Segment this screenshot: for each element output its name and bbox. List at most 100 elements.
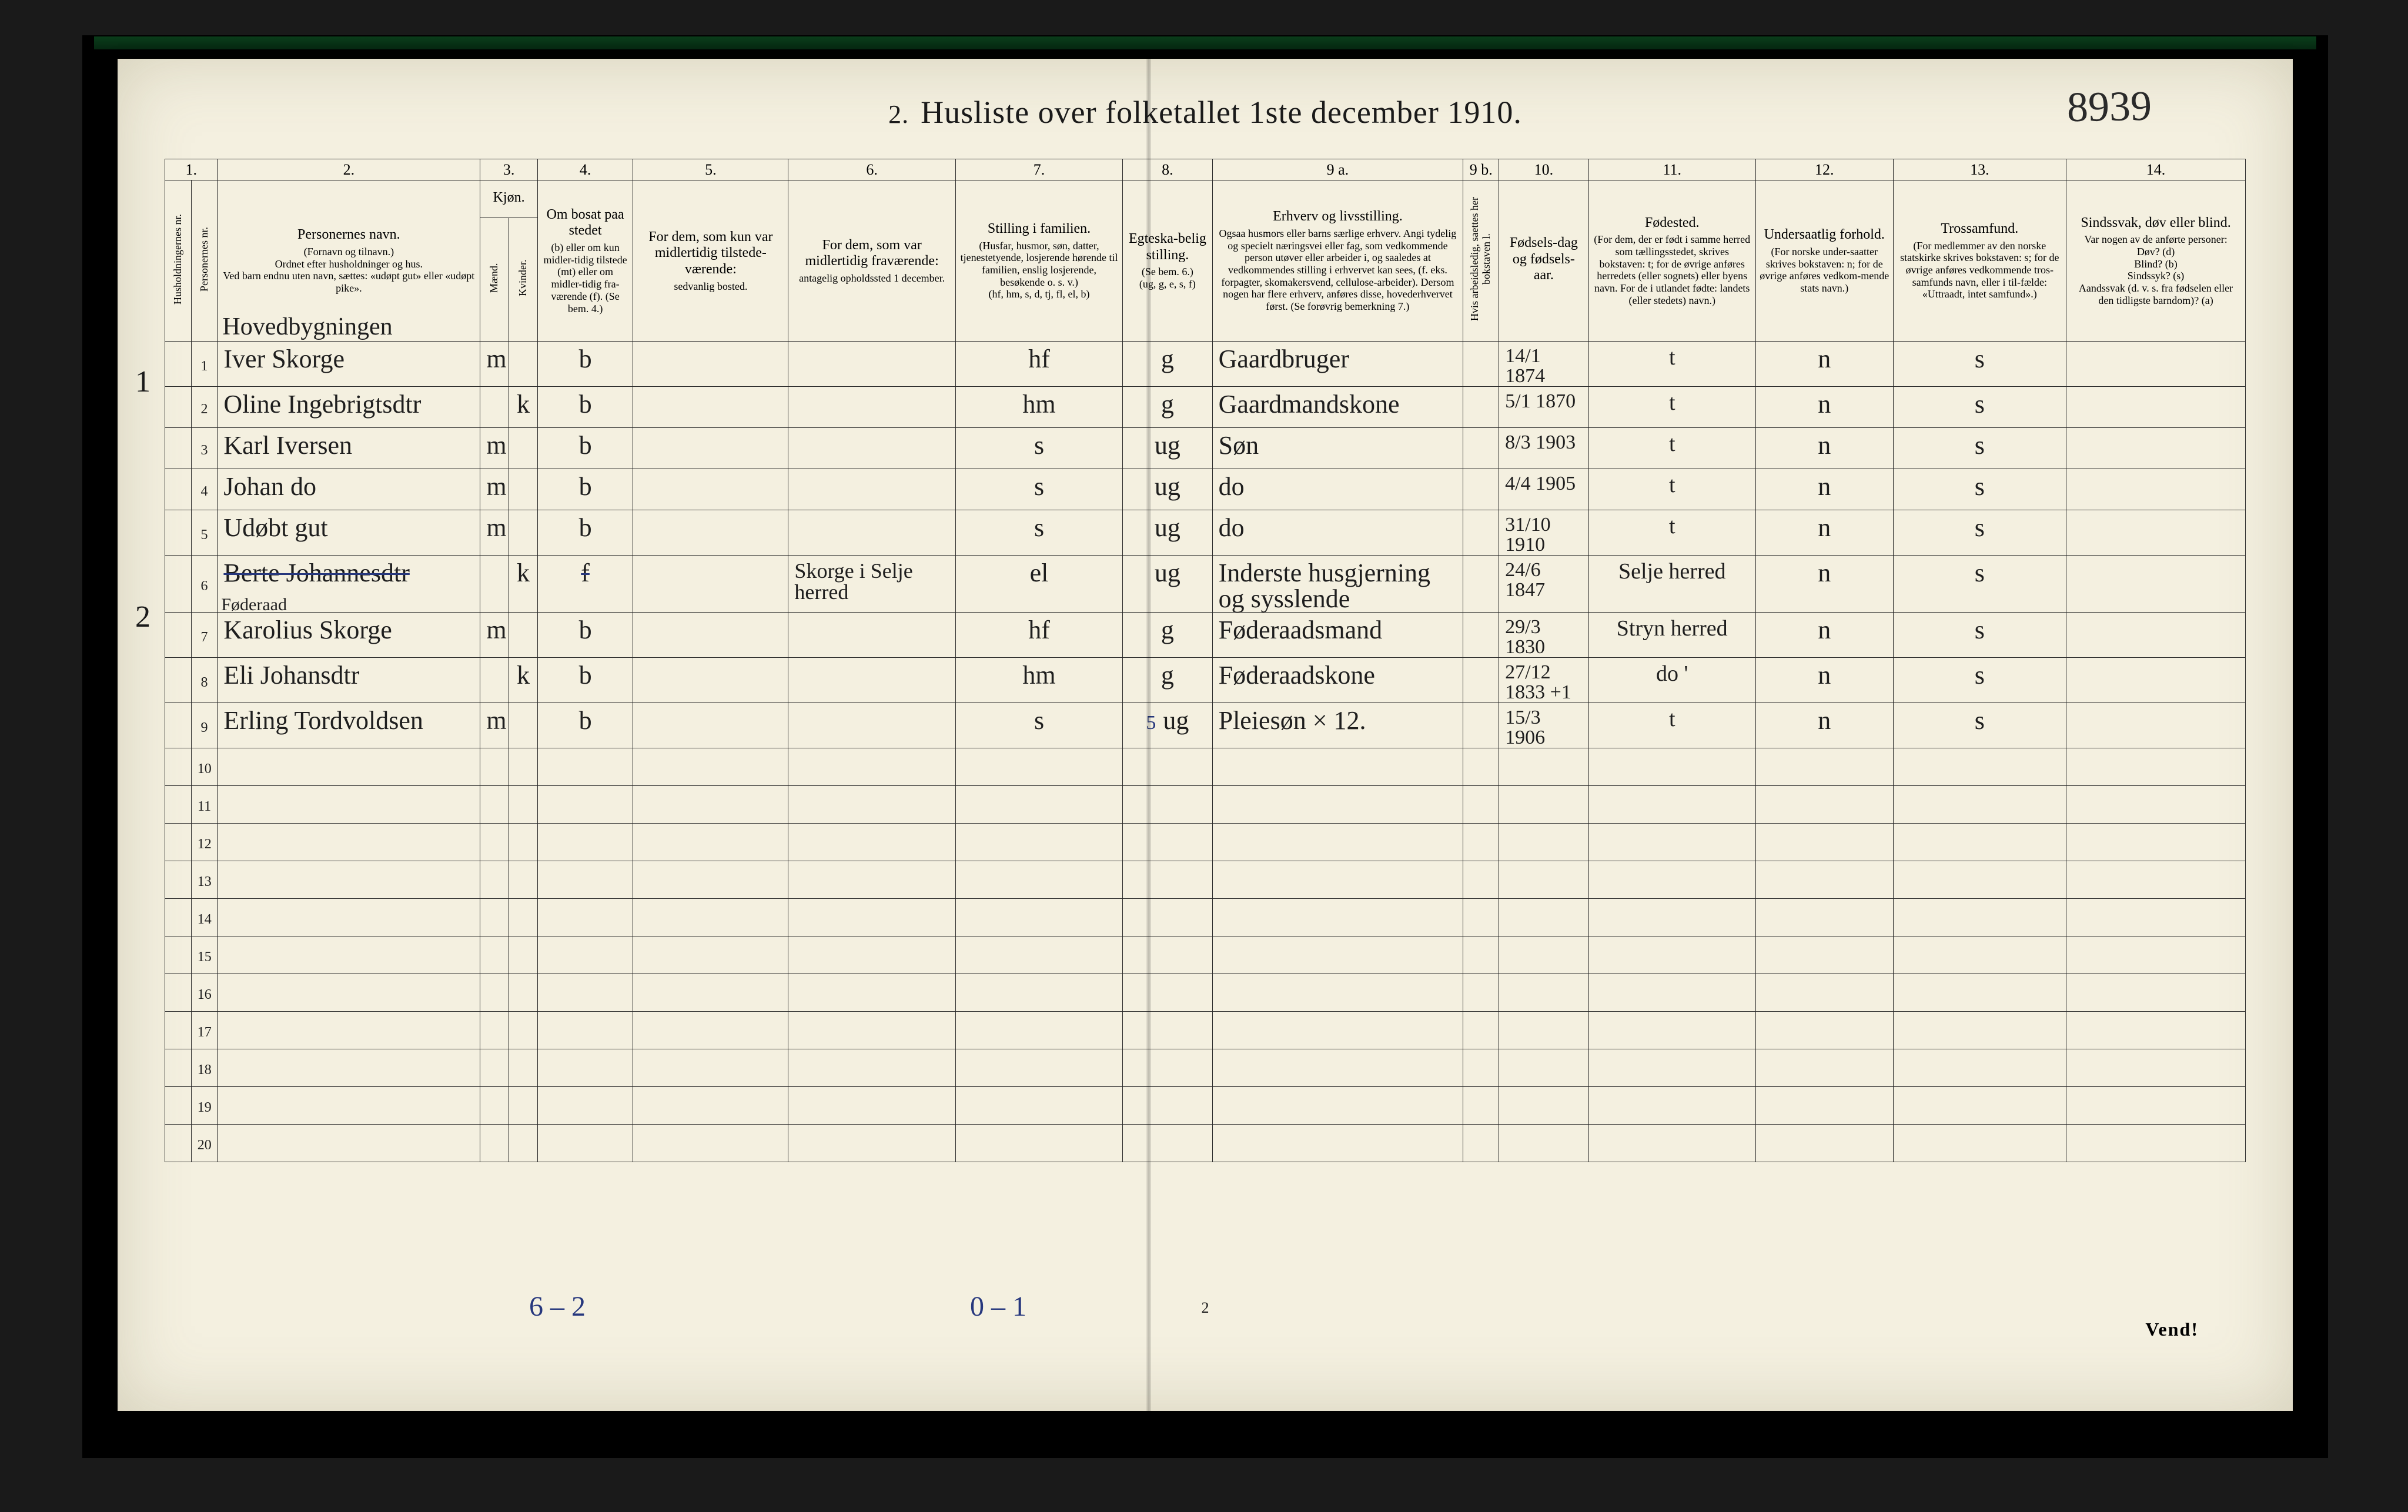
cell (1463, 785, 1499, 823)
cell: 20 (191, 1124, 218, 1162)
cell: s (955, 427, 1122, 469)
cell: hm (955, 657, 1122, 703)
cell (537, 1011, 633, 1049)
cell: s (1893, 612, 2066, 657)
cell (1123, 1049, 1212, 1086)
cell (955, 1011, 1122, 1049)
cell (2066, 1086, 2246, 1124)
cell (1499, 748, 1588, 785)
footer-tally-mid: 0 – 1 (970, 1290, 1026, 1323)
cell (2066, 612, 2246, 657)
cell (2066, 974, 2246, 1011)
cell (1463, 936, 1499, 974)
cell: Stryn herred (1588, 612, 1755, 657)
cell: n (1755, 657, 1893, 703)
cell: 8/3 1903 (1499, 427, 1588, 469)
cell (633, 612, 788, 657)
cell: m (480, 510, 509, 555)
cell (633, 1124, 788, 1162)
household-number-2: 2 (135, 600, 150, 634)
cell: 2 (191, 386, 218, 427)
table-row: 5Udøbt gutmbsugdo31/10 1910tns (165, 510, 2246, 555)
cell (955, 748, 1122, 785)
cell (1123, 748, 1212, 785)
cell (537, 1124, 633, 1162)
cell (1463, 1086, 1499, 1124)
cell: 29/3 1830 (1499, 612, 1588, 657)
cell (2066, 703, 2246, 748)
table-row-empty: 10 (165, 748, 2246, 785)
cell: m (480, 341, 509, 386)
cell: t (1588, 427, 1755, 469)
cell (1499, 861, 1588, 898)
cell: g (1123, 612, 1212, 657)
cell (480, 1049, 509, 1086)
cell (509, 341, 538, 386)
cell (218, 898, 480, 936)
cell (218, 1011, 480, 1049)
cell: Føderaadskone (1212, 657, 1463, 703)
cell (788, 703, 955, 748)
cell (218, 861, 480, 898)
cell (1463, 861, 1499, 898)
cell: s (955, 469, 1122, 510)
cell (1893, 748, 2066, 785)
cell (165, 1049, 192, 1086)
cell: s (1893, 510, 2066, 555)
colnum-6: 6. (788, 159, 955, 180)
cell (2066, 427, 2246, 469)
cell (633, 510, 788, 555)
cell: Skorge i Selje herred (788, 555, 955, 612)
cell (633, 936, 788, 974)
cell (165, 427, 192, 469)
cell (1893, 1011, 2066, 1049)
cell: 8 (191, 657, 218, 703)
cell: n (1755, 386, 1893, 427)
hdr-sindssvak: Sindssvak, døv eller blind.Var nogen av … (2066, 180, 2246, 342)
cell (2066, 1049, 2246, 1086)
cell (788, 341, 955, 386)
cell (1499, 823, 1588, 861)
cell (165, 936, 192, 974)
cell (1463, 974, 1499, 1011)
cell: Gaardbruger (1212, 341, 1463, 386)
cell: k (509, 657, 538, 703)
cell (509, 823, 538, 861)
cell: Inderste husgjerning og sysslende (1212, 555, 1463, 612)
turn-page-label: Vend! (2145, 1319, 2199, 1340)
colnum-4: 4. (537, 159, 633, 180)
cell: s (1893, 386, 2066, 427)
cell (1212, 1011, 1463, 1049)
cell: b (537, 341, 633, 386)
cell: 14 (191, 898, 218, 936)
cell (788, 748, 955, 785)
cell: s (1893, 657, 2066, 703)
cell: n (1755, 510, 1893, 555)
hdr-bosat: Om bosat paa stedet(b) eller om kun midl… (537, 180, 633, 342)
cell (1755, 974, 1893, 1011)
cell: s (1893, 341, 2066, 386)
hdr-fodested: Fødested.(For dem, der er født i samme h… (1588, 180, 1755, 342)
cell (1463, 748, 1499, 785)
colnum-14: 14. (2066, 159, 2246, 180)
cell (165, 469, 192, 510)
cell: 5 (191, 510, 218, 555)
hdr-familiestilling: Stilling i familien.(Husfar, husmor, søn… (955, 180, 1122, 342)
cell (1212, 861, 1463, 898)
cell: b (537, 386, 633, 427)
cell (1212, 974, 1463, 1011)
cell: m (480, 612, 509, 657)
cell (1463, 612, 1499, 657)
cell (1499, 974, 1588, 1011)
cell (509, 427, 538, 469)
cell (1588, 785, 1755, 823)
cell: 7 (191, 612, 218, 657)
cell: Føderaadsmand (1212, 612, 1463, 657)
cell: n (1755, 427, 1893, 469)
cell (1588, 823, 1755, 861)
cell (2066, 1011, 2246, 1049)
cell (1123, 936, 1212, 974)
table-row-empty: 12 (165, 823, 2246, 861)
cell (788, 1124, 955, 1162)
cell (1755, 1124, 1893, 1162)
